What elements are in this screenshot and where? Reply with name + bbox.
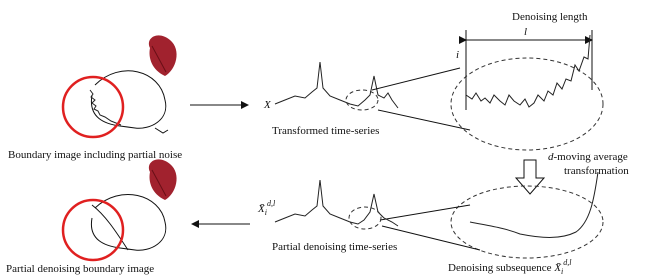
zoom-ellipse <box>451 186 603 258</box>
symbol-label: X̄id,l <box>257 199 276 217</box>
transform-label: transformation <box>564 165 629 177</box>
index-symbol: i <box>456 49 459 61</box>
leaf-icon <box>149 35 177 76</box>
leaf-icon <box>149 159 177 200</box>
length-symbol: l <box>524 26 527 38</box>
highlight-circle <box>63 77 123 137</box>
selection <box>346 90 378 110</box>
caption: Boundary image including partial noise <box>8 149 182 161</box>
transform-label: d-moving average <box>548 151 628 163</box>
boundary-shape <box>90 71 168 133</box>
caption: Partial denoising boundary image <box>6 263 154 275</box>
diagram: Boundary image including partial noise X… <box>0 0 663 276</box>
caption: Denoising subsequence X̄id,l <box>448 258 572 276</box>
down-arrow <box>516 160 544 194</box>
title: Denoising length <box>512 11 588 23</box>
caption: Transformed time-series <box>272 125 379 137</box>
caption: Partial denoising time-series <box>272 241 397 253</box>
time-series <box>275 180 398 226</box>
noisy-subsequence <box>466 35 590 107</box>
time-series <box>275 62 398 108</box>
zoom-line <box>372 68 460 90</box>
zoom-line <box>380 205 470 220</box>
symbol-x: X <box>263 99 272 111</box>
